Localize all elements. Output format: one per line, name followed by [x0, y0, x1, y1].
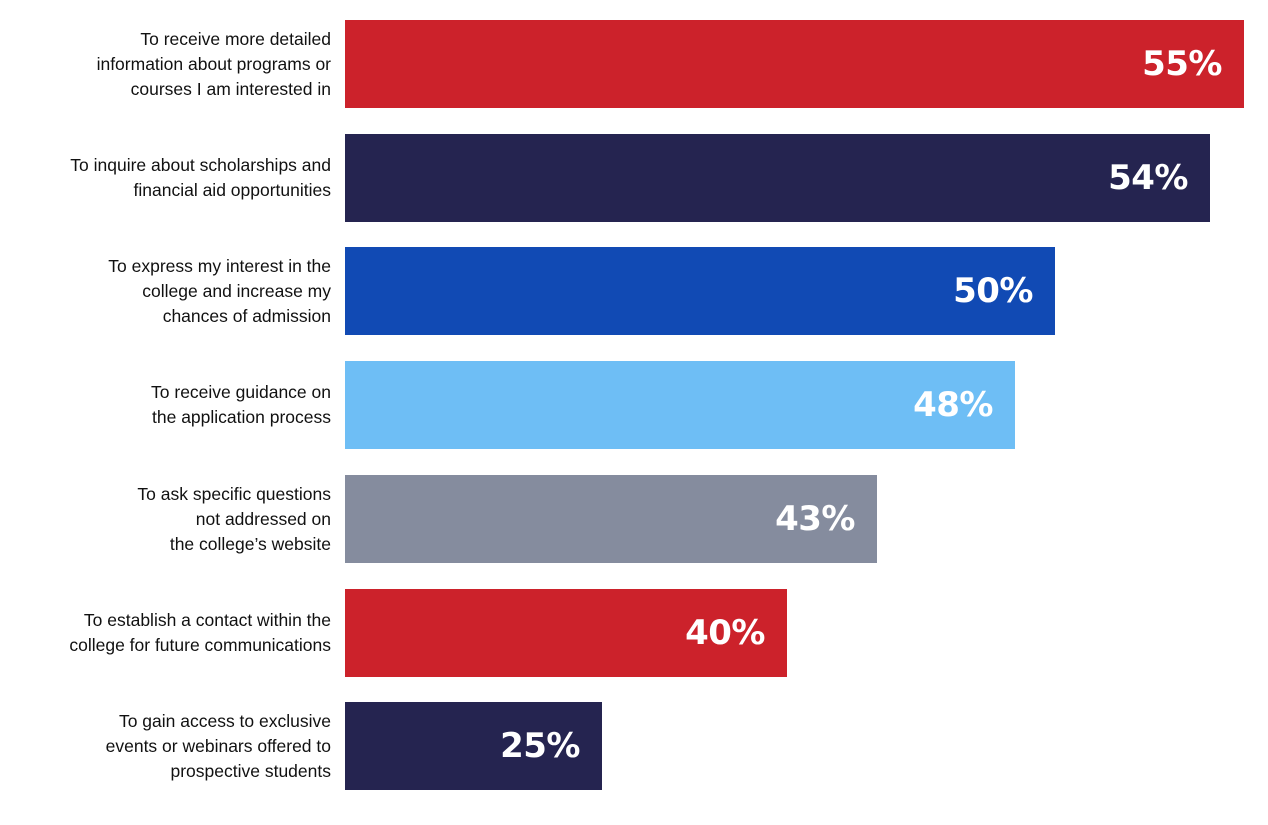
- bar: 55%: [345, 20, 1244, 108]
- bar-row: To ask specific questions not addressed …: [0, 475, 1268, 563]
- data-label: 25%: [500, 726, 580, 766]
- bar-row: To receive more detailed information abo…: [0, 20, 1268, 108]
- category-label: To express my interest in the college an…: [108, 255, 331, 326]
- bar: 40%: [345, 589, 787, 677]
- bar: 50%: [345, 247, 1055, 335]
- data-label: 40%: [685, 613, 765, 653]
- bar: 54%: [345, 134, 1210, 222]
- bar-row: To gain access to exclusive events or we…: [0, 702, 1268, 790]
- category-label: To inquire about scholarships and financ…: [70, 155, 331, 200]
- bar-row: To establish a contact within the colleg…: [0, 589, 1268, 677]
- bar-row: To express my interest in the college an…: [0, 247, 1268, 335]
- bar-row: To inquire about scholarships and financ…: [0, 134, 1268, 222]
- bar: 48%: [345, 361, 1015, 449]
- category-label: To establish a contact within the colleg…: [69, 610, 331, 655]
- data-label: 43%: [775, 499, 855, 539]
- data-label: 48%: [913, 385, 993, 425]
- category-label: To ask specific questions not addressed …: [137, 483, 331, 554]
- data-label: 55%: [1142, 44, 1222, 84]
- bar: 25%: [345, 702, 602, 790]
- category-label: To gain access to exclusive events or we…: [105, 710, 331, 781]
- data-label: 50%: [953, 271, 1033, 311]
- bar-row: To receive guidance on the application p…: [0, 361, 1268, 449]
- data-label: 54%: [1108, 158, 1188, 198]
- bar: 43%: [345, 475, 877, 563]
- category-label: To receive more detailed information abo…: [96, 28, 331, 99]
- category-label: To receive guidance on the application p…: [151, 382, 331, 427]
